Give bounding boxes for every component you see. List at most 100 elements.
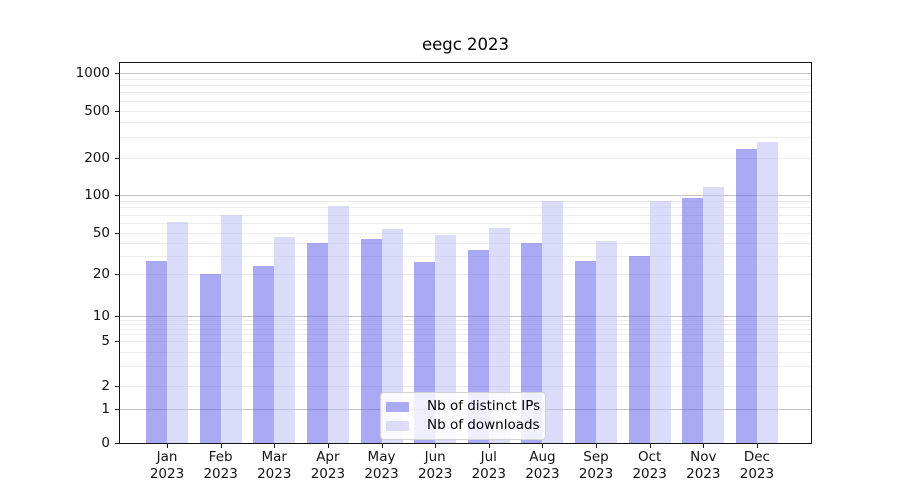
y-tick-mark	[115, 443, 119, 444]
gridline	[120, 316, 811, 317]
gridline	[120, 233, 811, 234]
bar-nb-of-distinct-ips-dec	[735, 148, 757, 443]
y-tick-mark	[115, 386, 119, 387]
gridline	[120, 341, 811, 342]
gridline	[120, 319, 811, 321]
gridline	[120, 92, 811, 94]
y-tick-label: 200	[84, 150, 110, 166]
x-tick-label: Feb 2023	[203, 449, 238, 482]
chart-title: eegc 2023	[421, 35, 510, 54]
legend-swatch-downloads	[386, 420, 409, 431]
bar-nb-of-distinct-ips-mar	[253, 265, 275, 443]
x-tick-label: Sep 2023	[578, 449, 614, 482]
gridline	[120, 136, 811, 138]
x-tick-label: Jun 2023	[417, 449, 453, 482]
gridline	[120, 242, 811, 244]
bar-nb-of-distinct-ips-apr	[306, 242, 328, 443]
gridline	[120, 214, 811, 216]
legend-item-distinct-ips: Nb of distinct IPs	[386, 397, 541, 416]
legend-label-downloads: Nb of downloads	[427, 417, 540, 433]
gridline	[120, 110, 811, 112]
x-tick-label: Aug 2023	[525, 449, 560, 482]
bar-nb-of-downloads-aug	[542, 200, 564, 443]
gridline	[120, 324, 811, 326]
gridline	[120, 351, 811, 353]
x-tick-mark	[274, 444, 276, 448]
y-tick-mark	[115, 195, 119, 196]
bar-nb-of-downloads-jul	[488, 227, 510, 443]
gridline	[120, 366, 811, 368]
legend-swatch-distinct-ips	[386, 401, 409, 412]
x-tick-mark	[381, 444, 383, 448]
y-tick-mark	[115, 409, 119, 410]
gridline	[120, 274, 811, 275]
x-tick-label: Dec 2023	[739, 449, 775, 482]
legend-item-downloads: Nb of downloads	[386, 416, 540, 435]
x-tick-label: Oct 2023	[632, 449, 667, 482]
gridline	[120, 73, 811, 74]
gridline	[120, 328, 811, 330]
x-tick-label: Nov 2023	[686, 449, 721, 482]
y-tick-mark	[115, 233, 119, 234]
y-tick-label: 1000	[75, 65, 110, 81]
x-tick-mark	[542, 444, 544, 448]
gridline	[120, 200, 811, 202]
x-tick-mark	[756, 444, 758, 448]
bar-nb-of-distinct-ips-jan	[146, 260, 167, 443]
y-tick-mark	[115, 316, 119, 317]
y-tick-mark	[115, 341, 119, 342]
plot-area	[119, 62, 812, 444]
y-tick-label: 100	[84, 187, 110, 203]
bar-nb-of-distinct-ips-feb	[199, 274, 221, 443]
gridline	[120, 334, 811, 336]
bar-nb-of-downloads-feb	[220, 214, 242, 443]
y-tick-label: 5	[101, 333, 110, 349]
gridline	[120, 122, 811, 124]
y-tick-label: 500	[84, 102, 110, 119]
bar-nb-of-downloads-jan	[167, 222, 188, 443]
y-tick-mark	[115, 274, 119, 275]
y-tick-mark	[115, 73, 119, 74]
legend: Nb of distinct IPs Nb of downloads	[380, 392, 546, 440]
y-tick-label: 10	[92, 308, 110, 324]
x-tick-label: Apr 2023	[310, 449, 346, 482]
x-tick-mark	[488, 444, 490, 448]
y-tick-mark	[115, 158, 119, 159]
y-tick-label: 2	[101, 378, 110, 394]
bar-nb-of-distinct-ips-may	[360, 238, 382, 443]
gridline	[120, 195, 811, 196]
y-tick-label: 20	[92, 266, 110, 282]
gridline	[120, 223, 811, 224]
x-tick-label: Jan 2023	[149, 449, 185, 482]
bar-nb-of-distinct-ips-sep	[575, 260, 597, 443]
gridline	[120, 207, 811, 209]
gridline	[120, 78, 811, 80]
y-tick-label: 50	[92, 225, 110, 241]
bar-nb-of-downloads-sep	[596, 240, 618, 443]
x-tick-mark	[435, 444, 437, 448]
y-tick-label: 0	[101, 435, 110, 451]
x-tick-mark	[167, 444, 168, 448]
x-tick-mark	[596, 444, 598, 448]
x-tick-label: Mar 2023	[257, 449, 292, 482]
y-tick-mark	[115, 110, 119, 112]
x-tick-mark	[703, 444, 705, 448]
legend-label-distinct-ips: Nb of distinct IPs	[427, 398, 541, 414]
bar-nb-of-downloads-dec	[756, 142, 778, 443]
x-tick-mark	[327, 444, 329, 448]
gridline	[120, 85, 811, 87]
x-tick-label: Jul 2023	[471, 449, 506, 482]
x-tick-label: May 2023	[364, 449, 399, 482]
bar-nb-of-downloads-may	[381, 228, 403, 443]
bar-nb-of-downloads-mar	[274, 236, 296, 443]
gridline	[120, 255, 811, 257]
x-tick-mark	[220, 444, 222, 448]
x-tick-mark	[649, 444, 651, 448]
y-tick-label: 1	[101, 401, 110, 417]
bar-nb-of-distinct-ips-oct	[628, 255, 650, 443]
bar-nb-of-downloads-nov	[703, 187, 725, 443]
bar-nb-of-downloads-apr	[327, 205, 349, 443]
bar-nb-of-downloads-jun	[435, 234, 457, 443]
bar-nb-of-downloads-oct	[649, 201, 671, 443]
